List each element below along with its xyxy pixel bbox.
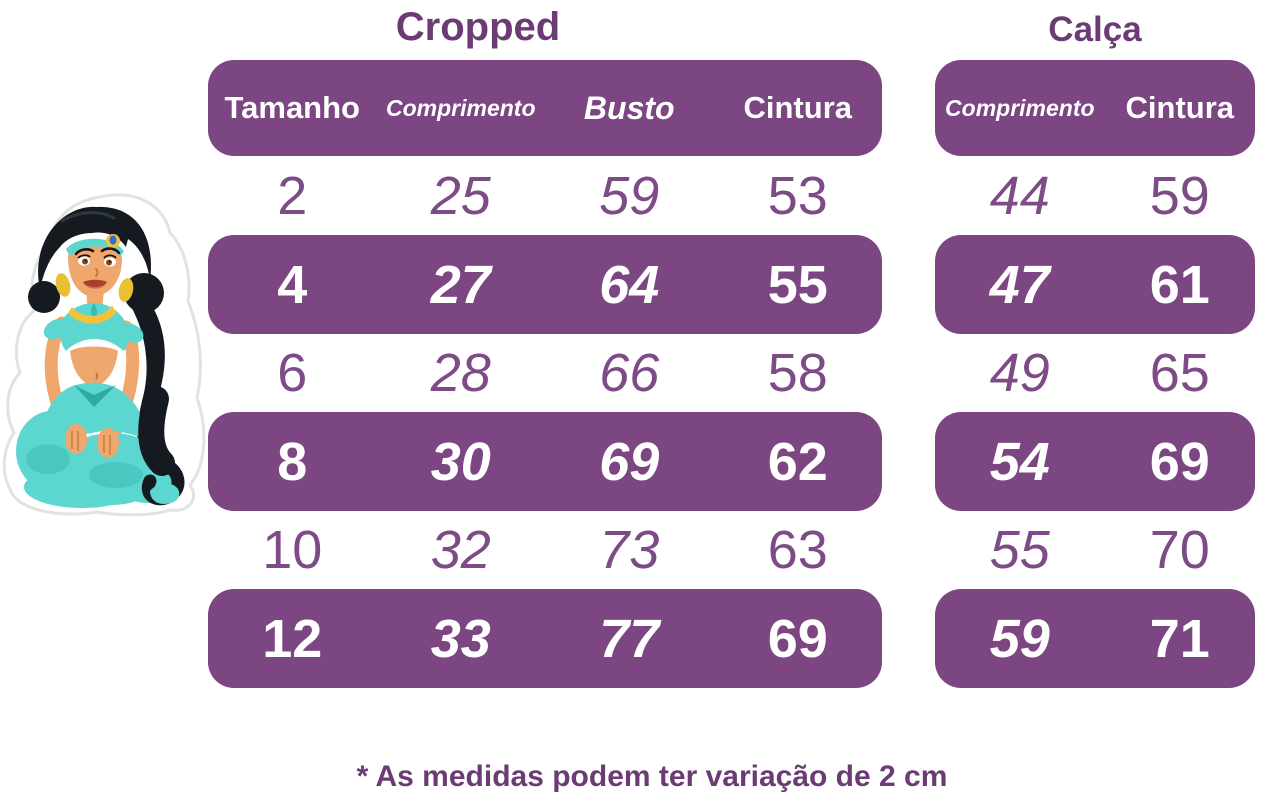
cell-comprimento: 49 [989, 343, 1050, 403]
cell-tamanho: 2 [277, 165, 308, 226]
fingers [71, 431, 111, 455]
header-cintura: Cintura [1125, 90, 1235, 125]
cropped-row-size-8: 8 30 69 62 [208, 412, 882, 511]
cell-cintura: 55 [767, 254, 828, 315]
cell-comprimento: 47 [989, 254, 1050, 315]
header-comprimento: Comprimento [386, 94, 536, 121]
cell-cintura: 61 [1149, 254, 1210, 315]
cell-comprimento: 32 [430, 520, 491, 580]
cell-cintura: 69 [1149, 431, 1210, 492]
cell-cintura: 65 [1149, 343, 1210, 403]
cell-cintura: 70 [1149, 520, 1210, 580]
cropped-table-title: Cropped [395, 5, 561, 49]
left-earring [55, 273, 71, 297]
cell-comprimento: 59 [989, 608, 1050, 669]
cell-cintura: 71 [1149, 608, 1210, 669]
cell-busto: 64 [599, 254, 660, 315]
header-cintura: Cintura [743, 90, 853, 125]
cell-comprimento: 55 [989, 520, 1050, 580]
header-tamanho: Tamanho [224, 90, 361, 125]
cropped-row-size-2: 2 25 59 53 [208, 156, 882, 235]
cell-busto: 73 [599, 520, 660, 580]
cell-cintura: 63 [767, 520, 828, 580]
cropped-row-size-6: 6 28 66 58 [208, 334, 882, 412]
cropped-row-size-12: 12 33 77 69 [208, 589, 882, 688]
hair-top [38, 206, 151, 289]
cropped-row-size-4: 4 27 64 55 [208, 235, 882, 334]
cell-comprimento: 30 [430, 431, 491, 492]
calca-row-size-10: 55 70 [935, 511, 1255, 589]
cell-tamanho: 8 [277, 431, 308, 492]
slipper [150, 483, 180, 504]
gem [109, 235, 117, 245]
hands [65, 424, 119, 458]
hair-back [28, 273, 165, 471]
header-comprimento: Comprimento [945, 94, 1095, 121]
calca-table-title: Calça [1048, 10, 1142, 49]
navel [95, 372, 99, 381]
cell-comprimento: 33 [430, 608, 491, 669]
cell-tamanho: 12 [262, 608, 323, 669]
cell-tamanho: 6 [277, 343, 308, 403]
cell-comprimento: 25 [430, 165, 491, 226]
cell-tamanho: 4 [277, 254, 308, 315]
cell-comprimento: 27 [430, 254, 491, 315]
cell-busto: 66 [599, 343, 660, 403]
midriff [70, 346, 118, 387]
cell-busto: 59 [599, 165, 660, 226]
face-features [74, 247, 121, 289]
cell-cintura: 58 [767, 343, 828, 403]
cropped-row-size-10: 10 32 73 63 [208, 511, 882, 589]
princess-jasmine-sticker-illustration [2, 193, 206, 517]
cell-cintura: 62 [767, 431, 828, 492]
cell-cintura: 59 [1149, 165, 1210, 226]
calca-row-size-8: 54 69 [935, 412, 1255, 511]
calca-row-size-6: 49 65 [935, 334, 1255, 412]
cell-comprimento: 28 [430, 343, 491, 403]
measurement-disclaimer: * As medidas podem ter variação de 2 cm [356, 760, 948, 793]
hair-highlight [60, 211, 116, 223]
waistband [74, 385, 116, 407]
necklace [68, 305, 116, 324]
cell-comprimento: 54 [989, 431, 1050, 492]
cropped-header-row: Tamanho Comprimento Busto Cintura [208, 60, 882, 156]
cell-cintura: 69 [767, 608, 828, 669]
cell-comprimento: 44 [989, 165, 1050, 226]
cell-busto: 77 [599, 608, 660, 669]
header-busto: Busto [583, 89, 675, 126]
calca-header-row: Comprimento Cintura [935, 60, 1255, 156]
calca-row-size-4: 47 61 [935, 235, 1255, 334]
pants-shading [26, 444, 143, 488]
calca-row-size-12: 59 71 [935, 589, 1255, 688]
calca-row-size-2: 44 59 [935, 156, 1255, 235]
cell-cintura: 53 [767, 165, 828, 226]
right-earring [118, 278, 134, 302]
cell-tamanho: 10 [262, 520, 323, 580]
cell-busto: 69 [599, 431, 660, 492]
